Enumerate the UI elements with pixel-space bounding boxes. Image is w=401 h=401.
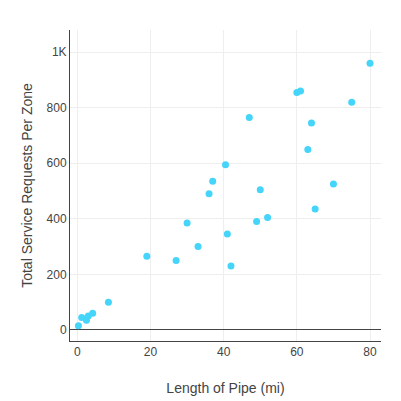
svg-text:800: 800 [47,101,67,115]
svg-text:0: 0 [60,323,67,337]
svg-text:20: 20 [144,345,158,359]
svg-text:40: 40 [217,345,231,359]
svg-text:80: 80 [363,345,377,359]
svg-text:1K: 1K [52,45,67,59]
svg-text:60: 60 [290,345,304,359]
svg-text:400: 400 [47,212,67,226]
svg-text:Length of Pipe (mi): Length of Pipe (mi) [166,380,284,396]
svg-text:200: 200 [47,268,67,282]
svg-text:Total Service Requests Per Zon: Total Service Requests Per Zone [19,83,35,288]
svg-text:0: 0 [74,345,81,359]
svg-text:600: 600 [47,156,67,170]
